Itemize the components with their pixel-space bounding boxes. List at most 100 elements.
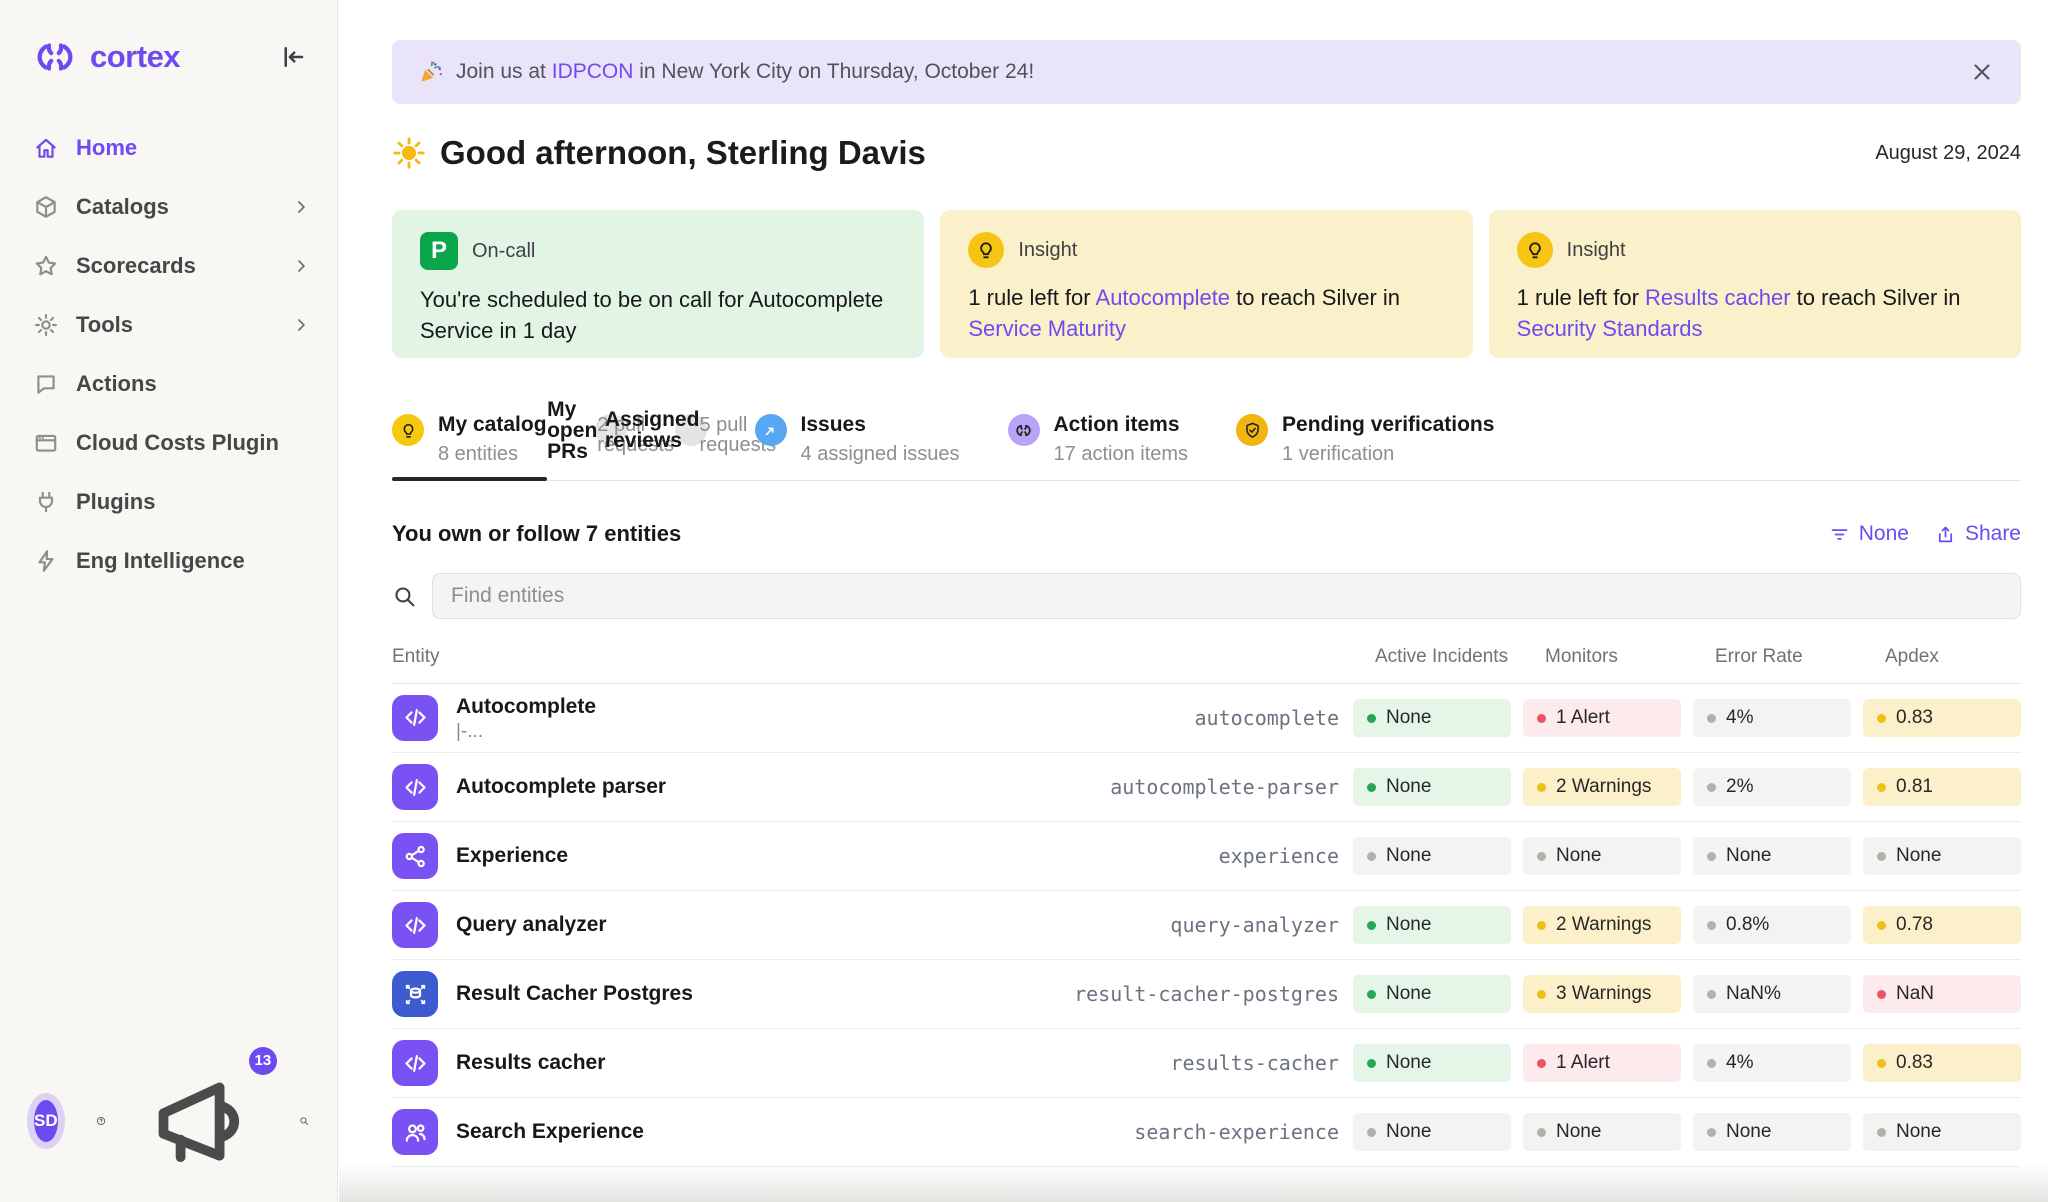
badge-label: 4% [1726, 707, 1753, 729]
card-title: Insight [1567, 239, 1626, 262]
bolt-icon [33, 548, 59, 574]
card-text-part: to reach Silver in [1791, 285, 1961, 310]
entity-name: Results cacher [456, 1051, 605, 1075]
app-window: cortex Home Catalogs Scorecards Tools Ac… [0, 0, 2048, 1202]
card-header: P On-call [420, 232, 896, 270]
sidebar-footer: SD 13 [0, 1063, 337, 1180]
card-text-part: 1 rule left for [968, 285, 1095, 310]
code-entity-icon [392, 695, 438, 741]
tab-count: 8 entities [438, 444, 547, 464]
sidebar-item-label: Actions [76, 371, 157, 397]
chevron-right-icon [291, 197, 311, 217]
banner-link[interactable]: IDPCON [552, 60, 634, 83]
banner-close-icon[interactable] [1969, 59, 1995, 85]
sidebar-nav: Home Catalogs Scorecards Tools Actions C… [0, 118, 337, 590]
window-icon [33, 430, 59, 456]
banner-text: Join us at IDPCON in New York City on Th… [456, 60, 1034, 84]
sidebar-item-catalogs[interactable]: Catalogs [0, 177, 337, 236]
badge-label: 0.81 [1896, 776, 1933, 798]
filter-icon [1829, 524, 1850, 545]
card-link[interactable]: Service Maturity [968, 316, 1126, 341]
tab-action-items[interactable]: Action items 17 action items [1008, 414, 1189, 464]
insight-card: Insight 1 rule left for Autocomplete to … [940, 210, 1472, 358]
status-badge: 0.8% [1693, 906, 1851, 944]
table-row[interactable]: Experience experience NoneNoneNoneNone [392, 822, 2021, 891]
card-link[interactable]: Results cacher [1645, 285, 1791, 310]
search-icon [392, 584, 417, 609]
tab-label: My catalog [438, 414, 547, 435]
table-row[interactable]: Results cacher results-cacher None1 Aler… [392, 1029, 2021, 1098]
entity-tag: search-experience [1134, 1120, 1339, 1144]
entity-name: Result Cacher Postgres [456, 982, 693, 1006]
brand-name: cortex [90, 39, 180, 75]
lightbulb-icon [1517, 232, 1553, 268]
sidebar-collapse-button[interactable] [277, 42, 307, 72]
badge-label: NaN% [1726, 983, 1781, 1005]
table-row[interactable]: Query analyzer query-analyzer None2 Warn… [392, 891, 2021, 960]
status-dot-icon [1537, 714, 1546, 723]
tab-my-catalog[interactable]: My catalog 8 entities [392, 414, 547, 464]
badge-label: None [1386, 983, 1431, 1005]
tab-issues[interactable]: Issues 4 assigned issues [755, 414, 960, 464]
status-dot-icon [1537, 1128, 1546, 1137]
pagerduty-icon: P [420, 232, 458, 270]
sidebar-item-cloud-costs-plugin[interactable]: Cloud Costs Plugin [0, 413, 337, 472]
status-dot-icon [1877, 1059, 1886, 1068]
sidebar-item-home[interactable]: Home [0, 118, 337, 177]
cortex-icon [1008, 414, 1040, 446]
lightbulb-icon [968, 232, 1004, 268]
table-row[interactable]: Autocomplete |-... autocomplete None1 Al… [392, 684, 2021, 753]
badge-label: 2% [1726, 776, 1753, 798]
search-input[interactable] [432, 573, 2021, 619]
brand[interactable]: cortex [32, 34, 180, 80]
status-badge: NaN [1863, 975, 2021, 1013]
status-dot-icon [1707, 714, 1716, 723]
status-dot-icon [1367, 1128, 1376, 1137]
sidebar-search-icon[interactable] [299, 1108, 309, 1134]
status-dot-icon [1367, 852, 1376, 861]
status-dot-icon [1707, 1059, 1716, 1068]
sidebar-item-label: Cloud Costs Plugin [76, 430, 279, 456]
share-button[interactable]: Share [1935, 522, 2021, 546]
greeting-row: Good afternoon, Sterling Davis August 29… [392, 134, 2021, 172]
card-link[interactable]: Autocomplete [1096, 285, 1231, 310]
notifications-button[interactable]: 13 [144, 1063, 261, 1180]
status-badge: None [1353, 1113, 1511, 1151]
entity-tag: results-cacher [1170, 1051, 1339, 1075]
status-dot-icon [1537, 852, 1546, 861]
entities-table: Autocomplete |-... autocomplete None1 Al… [392, 684, 2021, 1167]
card-link[interactable]: Security Standards [1517, 316, 1703, 341]
tab-assigned-reviews[interactable]: Assigned reviews 5 pull requests [675, 414, 707, 464]
insight-card: Insight 1 rule left for Results cacher t… [1489, 210, 2021, 358]
greeting-text: Good afternoon, Sterling Davis [440, 134, 926, 172]
sidebar-item-plugins[interactable]: Plugins [0, 472, 337, 531]
entity-name: Query analyzer [456, 913, 607, 937]
sidebar-item-tools[interactable]: Tools [0, 295, 337, 354]
entity-name: Experience [456, 844, 568, 868]
status-dot-icon [1367, 714, 1376, 723]
current-date: August 29, 2024 [1875, 134, 2021, 165]
card-header: Insight [968, 232, 1444, 268]
entity-name: Autocomplete parser [456, 775, 666, 799]
chevron-right-icon [291, 315, 311, 335]
table-row[interactable]: Search Experience search-experience None… [392, 1098, 2021, 1167]
card-text-part: You're scheduled to be on call for Autoc… [420, 287, 883, 343]
main-content: Join us at IDPCON in New York City on Th… [339, 0, 2048, 1202]
table-row[interactable]: Autocomplete parser autocomplete-parser … [392, 753, 2021, 822]
entity-description: |-... [456, 722, 596, 741]
status-dot-icon [1367, 783, 1376, 792]
card-body: 1 rule left for Results cacher to reach … [1517, 282, 1993, 344]
entity-tag: autocomplete [1195, 706, 1340, 730]
tab-pending-verifications[interactable]: Pending verifications 1 verification [1236, 414, 1494, 464]
help-icon[interactable] [96, 1108, 106, 1134]
status-badge: None [1863, 837, 2021, 875]
brand-row: cortex [0, 0, 337, 80]
filter-button[interactable]: None [1829, 522, 1909, 546]
sidebar-item-actions[interactable]: Actions [0, 354, 337, 413]
badge-label: 0.83 [1896, 707, 1933, 729]
table-row[interactable]: Result Cacher Postgres result-cacher-pos… [392, 960, 2021, 1029]
sidebar-item-scorecards[interactable]: Scorecards [0, 236, 337, 295]
sun-icon [392, 136, 426, 170]
sidebar-item-eng-intelligence[interactable]: Eng Intelligence [0, 531, 337, 590]
avatar[interactable]: SD [34, 1100, 58, 1142]
